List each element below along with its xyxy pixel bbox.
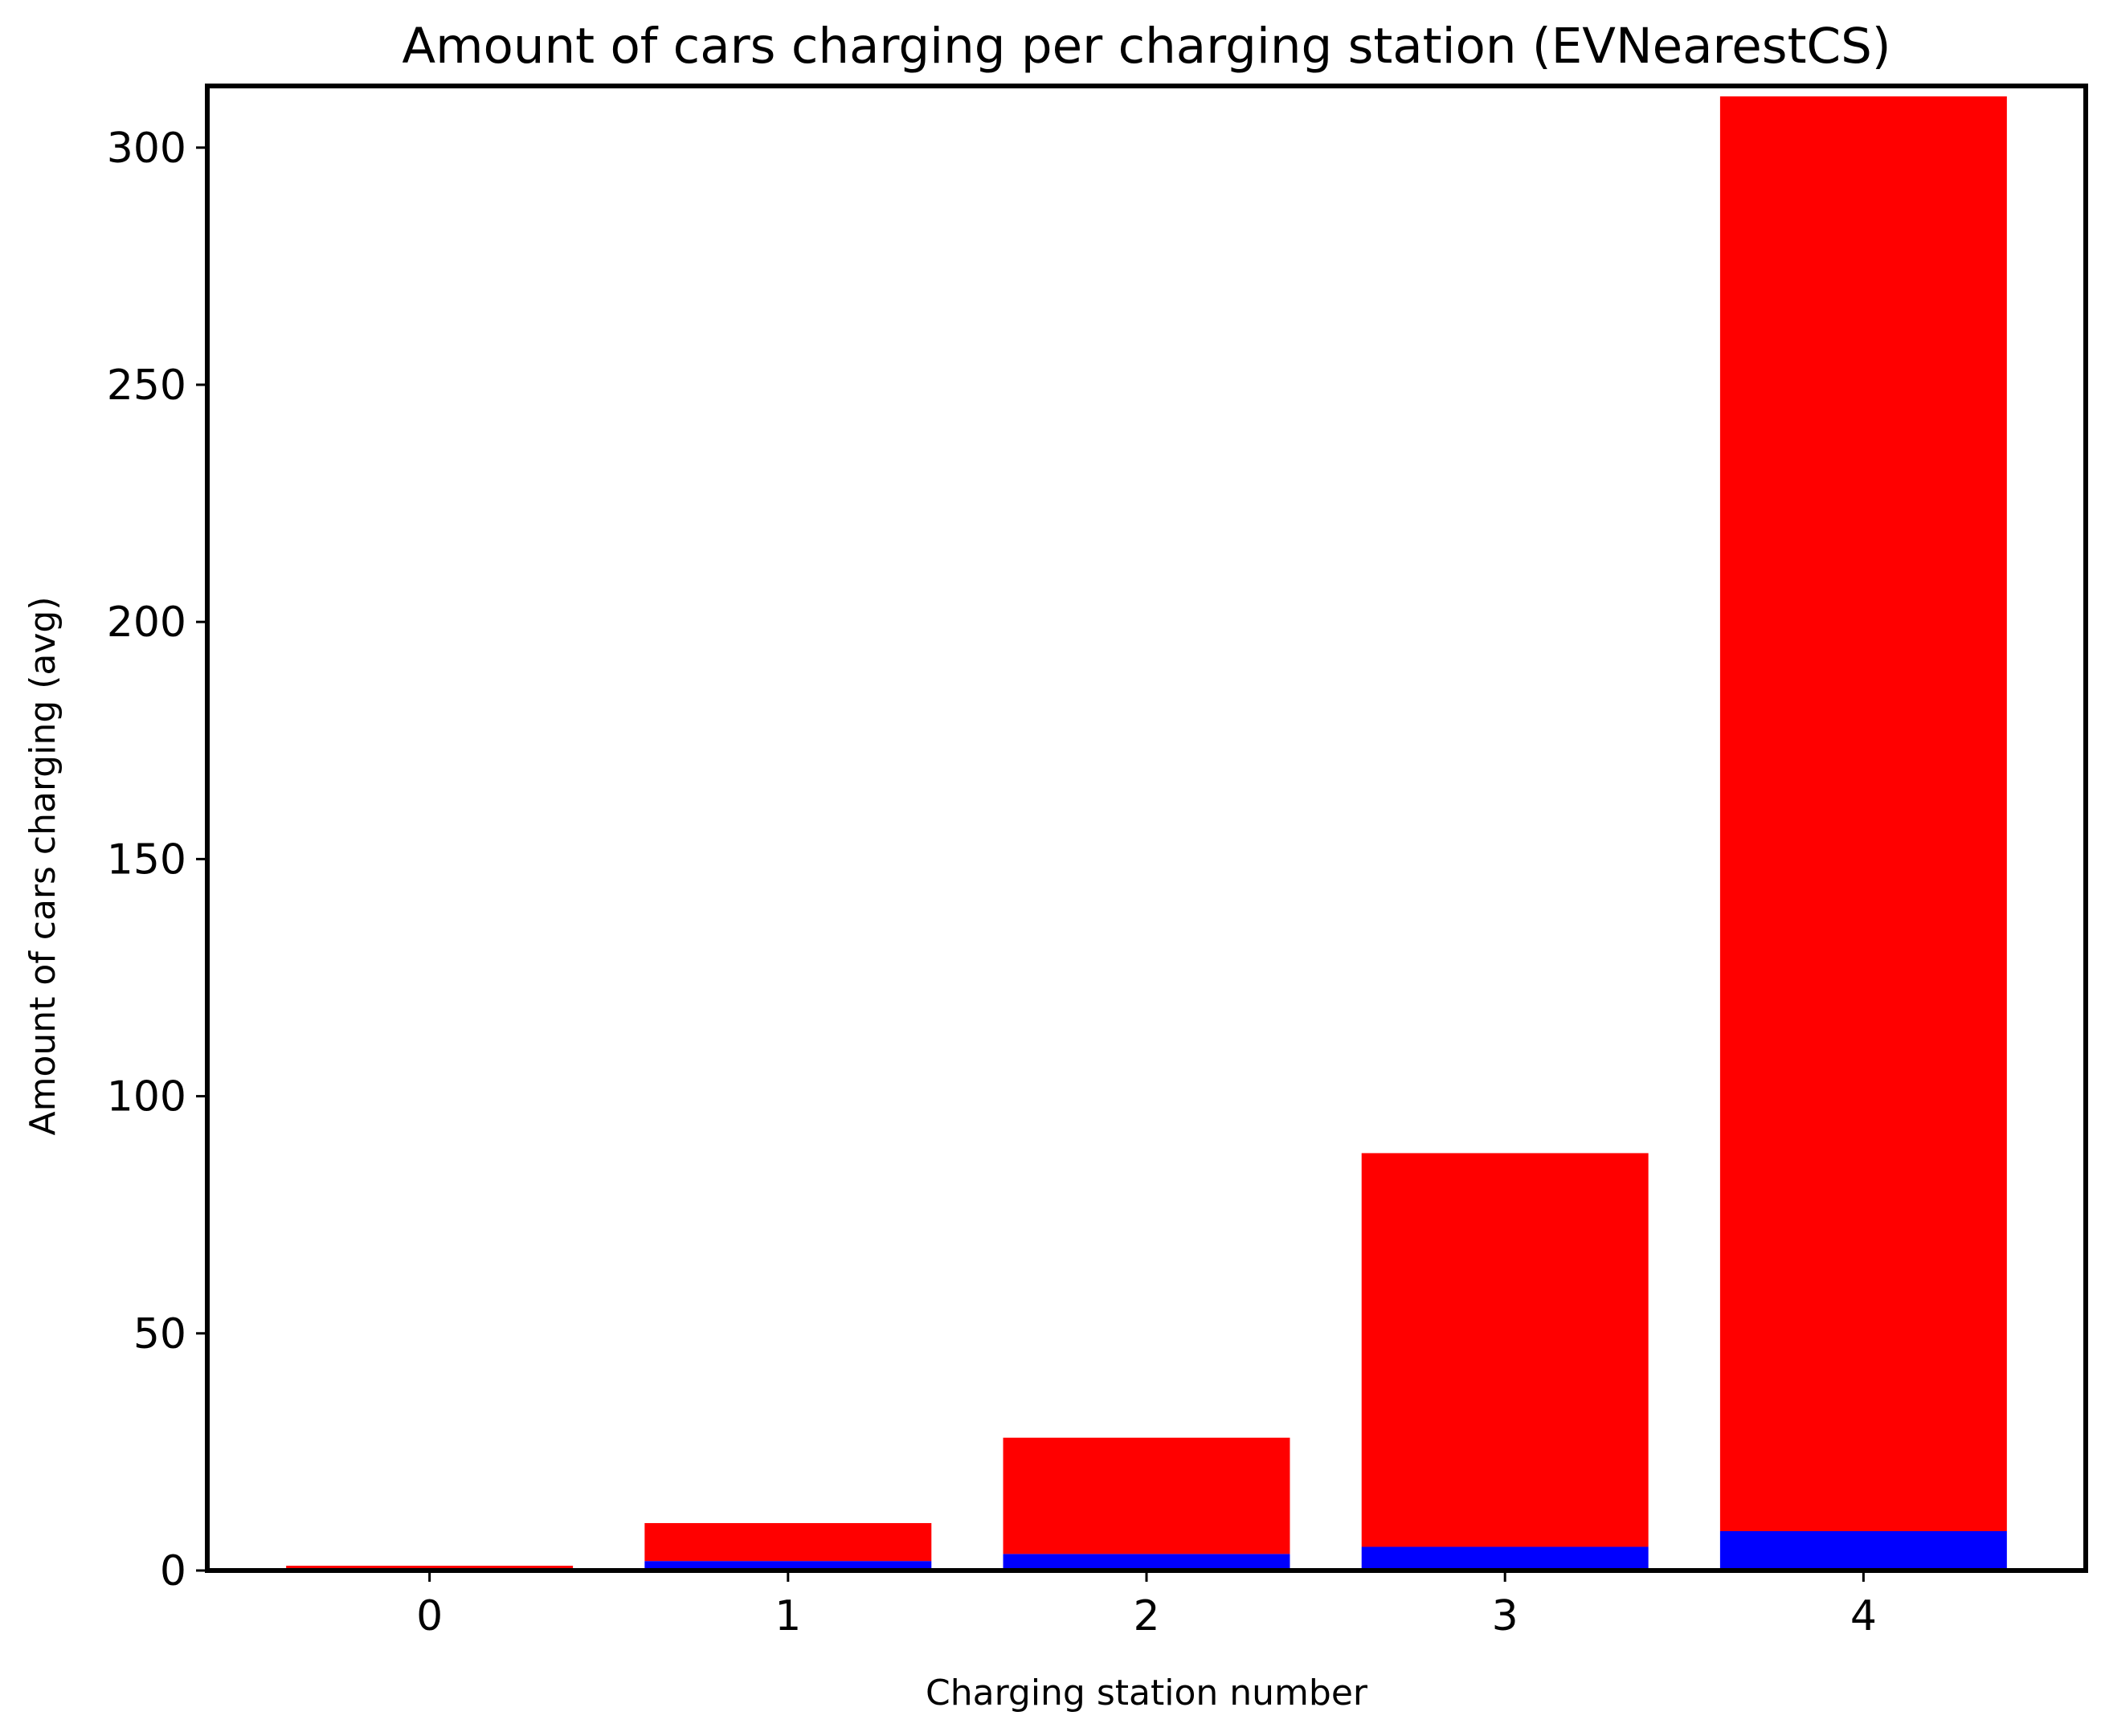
x-axis-ticks: 0 1 2 3 4 [416, 1571, 1877, 1640]
bar-series-1-station-1 [644, 1522, 932, 1562]
x-tick-label: 0 [416, 1592, 443, 1640]
x-tick-label: 3 [1492, 1592, 1519, 1640]
y-tick-label: 0 [160, 1547, 186, 1595]
y-tick-label: 50 [133, 1310, 186, 1358]
bar-series-0-station-3 [1361, 1546, 1649, 1571]
bar-series-1-station-2 [1003, 1437, 1290, 1554]
bar-series-1-station-0 [286, 1566, 574, 1570]
y-tick-label: 300 [107, 125, 186, 173]
chart-title: Amount of cars charging per charging sta… [402, 18, 1890, 75]
x-axis-label: Charging station number [926, 1673, 1368, 1714]
bar-series-0-station-2 [1003, 1554, 1290, 1571]
y-tick-label: 250 [107, 361, 186, 410]
x-tick-label: 2 [1133, 1592, 1159, 1640]
bar-series-0-station-4 [1719, 1530, 2007, 1571]
bar-series-0-station-1 [644, 1561, 932, 1571]
y-tick-label: 200 [107, 598, 186, 647]
bars-layer [286, 96, 2007, 1571]
plot-frame [205, 84, 2088, 1573]
x-tick-label: 4 [1850, 1592, 1877, 1640]
y-axis-label: Amount of cars charging (avg) [22, 596, 63, 1135]
x-tick-label: 1 [775, 1592, 801, 1640]
bar-series-1-station-4 [1719, 96, 2007, 1531]
bar-series-1-station-3 [1361, 1153, 1649, 1547]
y-tick-label: 100 [107, 1073, 186, 1121]
y-tick-label: 150 [107, 835, 186, 884]
y-axis-ticks: 0 50 100 150 200 250 300 [107, 125, 207, 1595]
